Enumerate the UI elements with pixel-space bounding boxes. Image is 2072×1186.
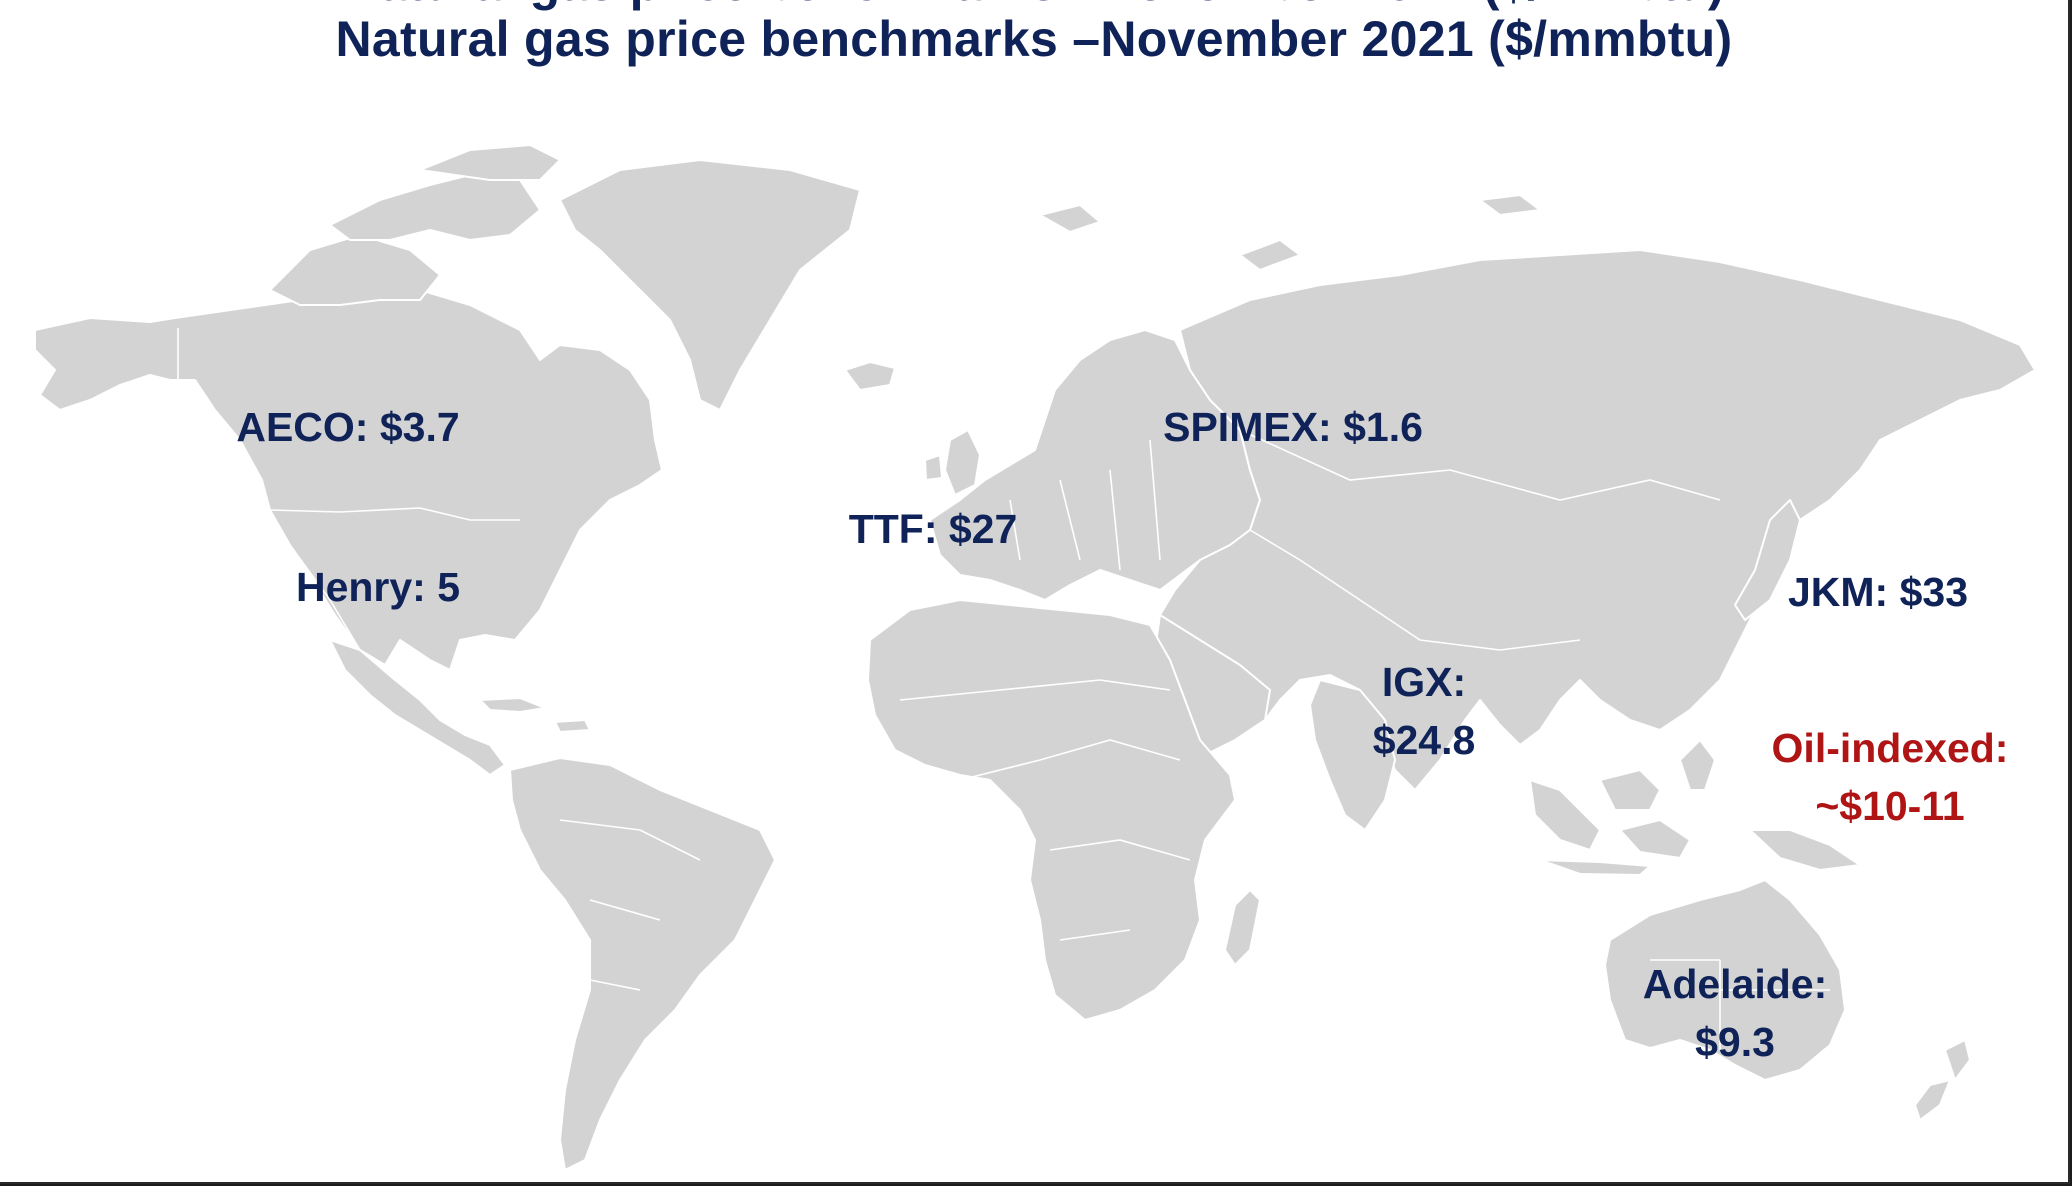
arctic-islands	[269, 234, 441, 306]
adelaide-price: $9.3	[1695, 1019, 1775, 1065]
greenland	[559, 159, 861, 411]
south-america	[509, 757, 776, 1171]
japan	[1734, 499, 1801, 621]
british-isles	[944, 429, 981, 496]
new-zealand	[1944, 1039, 1971, 1081]
jkm-label: JKM: $33	[1787, 569, 1969, 615]
australia	[1604, 879, 1846, 1081]
india	[1309, 679, 1396, 831]
madagascar	[1224, 889, 1261, 966]
north-america-landmass	[34, 284, 663, 671]
oil-indexed-price: ~$10-11	[1815, 783, 1965, 829]
igx-name: IGX:	[1381, 659, 1467, 705]
henry-label: Henry: 5	[295, 564, 461, 610]
africa	[867, 599, 1236, 1021]
spimex-label: SPIMEX: $1.6	[1163, 404, 1423, 450]
adelaide-name: Adelaide:	[1642, 961, 1828, 1007]
oil-indexed-label: Oil-indexed: ~$10-11	[1772, 719, 2009, 835]
clipped-title-ghost: Natural gas price benchmarks –November 2…	[0, 0, 2068, 12]
aeco-label: AECO: $3.7	[236, 404, 460, 450]
iceland	[844, 361, 896, 391]
oil-indexed-name: Oil-indexed:	[1771, 725, 2009, 771]
igx-label: IGX: $24.8	[1373, 653, 1476, 769]
adelaide-label: Adelaide: $9.3	[1643, 955, 1828, 1071]
page-title: Natural gas price benchmarks –November 2…	[335, 11, 1733, 67]
igx-price: $24.8	[1372, 717, 1476, 763]
asia-landmass	[1159, 249, 2036, 791]
southeast-asia-islands	[1529, 779, 1601, 851]
ttf-label: TTF: $27	[848, 506, 1018, 552]
central-america	[329, 639, 506, 776]
